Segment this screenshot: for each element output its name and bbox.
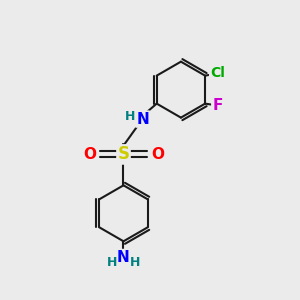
Text: O: O [151,147,164,162]
Text: N: N [136,112,149,127]
Text: O: O [83,147,96,162]
Text: H: H [130,256,140,269]
Text: Cl: Cl [210,66,225,80]
Text: H: H [125,110,136,123]
Text: H: H [107,256,118,269]
Text: N: N [117,250,130,265]
Text: S: S [118,146,130,164]
Text: F: F [212,98,223,112]
